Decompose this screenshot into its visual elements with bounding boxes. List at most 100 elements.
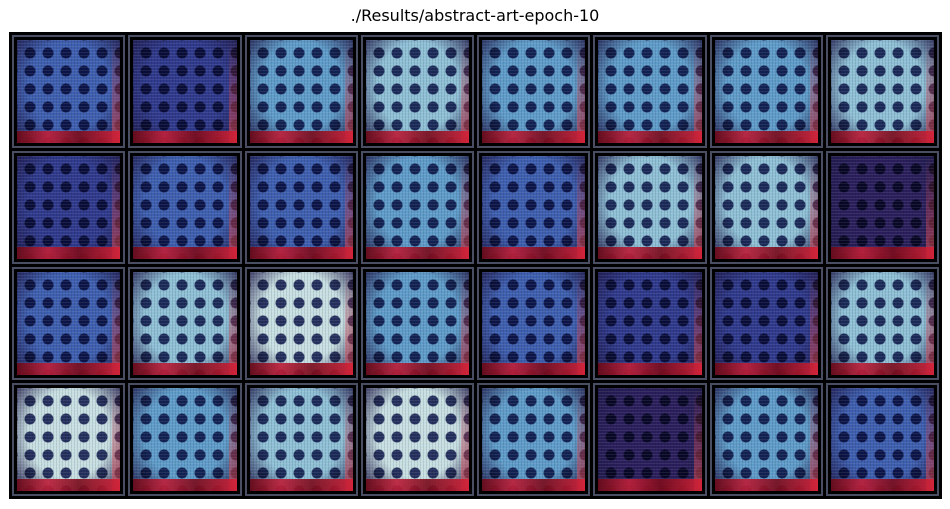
tile-edge-artifact: [809, 272, 818, 375]
tile-edge-artifact: [577, 388, 586, 491]
tile-edge-artifact: [344, 272, 353, 375]
tile-noise: [365, 272, 469, 375]
tile-noise: [598, 156, 702, 259]
tile-pattern: [830, 156, 934, 259]
tile-noise: [133, 388, 237, 491]
tile-pattern: [249, 272, 353, 375]
tile-noise: [482, 388, 586, 491]
tile-noise: [365, 388, 469, 491]
tile-noise: [133, 40, 237, 143]
tile-edge-artifact: [112, 388, 121, 491]
tile-pattern: [830, 272, 934, 375]
tile-pattern: [249, 40, 353, 143]
tile-noise: [714, 40, 818, 143]
tile-edge-artifact: [926, 156, 934, 259]
tile-pattern: [17, 156, 121, 259]
tile-noise: [598, 388, 702, 491]
tile-pattern: [365, 272, 469, 375]
tile-edge-artifact: [228, 388, 237, 491]
generated-image-tile: [593, 383, 707, 496]
tile-pattern: [17, 272, 121, 375]
tile-bottom-artifact: [365, 363, 469, 375]
tile-pattern: [598, 388, 702, 491]
tile-pattern: [249, 156, 353, 259]
generated-image-tile: [477, 35, 591, 148]
tile-edge-artifact: [809, 156, 818, 259]
tile-bottom-artifact: [598, 131, 702, 143]
generated-image-tile: [709, 151, 823, 264]
tile-bottom-artifact: [17, 479, 121, 491]
tile-bottom-artifact: [133, 247, 237, 259]
tile-pattern: [17, 388, 121, 491]
generated-image-tile: [244, 267, 358, 380]
generated-image-tile: [128, 151, 242, 264]
generated-image-tile: [709, 267, 823, 380]
generated-image-tile: [12, 35, 126, 148]
generated-image-tile: [128, 267, 242, 380]
tile-edge-artifact: [809, 40, 818, 143]
tile-noise: [17, 388, 121, 491]
tile-bottom-artifact: [17, 247, 121, 259]
tile-edge-artifact: [112, 40, 121, 143]
tile-bottom-artifact: [598, 363, 702, 375]
tile-pattern: [714, 40, 818, 143]
tile-edge-artifact: [693, 388, 702, 491]
tile-edge-artifact: [577, 272, 586, 375]
tile-bottom-artifact: [249, 363, 353, 375]
tile-noise: [249, 40, 353, 143]
tile-bottom-artifact: [714, 363, 818, 375]
tile-noise: [17, 272, 121, 375]
tile-bottom-artifact: [830, 131, 934, 143]
tile-noise: [133, 156, 237, 259]
generated-image-tile: [825, 383, 939, 496]
tile-pattern: [598, 272, 702, 375]
tile-pattern: [598, 40, 702, 143]
tile-noise: [17, 40, 121, 143]
tile-bottom-artifact: [365, 247, 469, 259]
tile-noise: [133, 272, 237, 375]
tile-noise: [714, 388, 818, 491]
tile-bottom-artifact: [830, 479, 934, 491]
tile-edge-artifact: [809, 388, 818, 491]
generated-image-tile: [593, 151, 707, 264]
tile-pattern: [482, 272, 586, 375]
tile-edge-artifact: [577, 156, 586, 259]
tile-noise: [714, 156, 818, 259]
tile-edge-artifact: [228, 272, 237, 375]
tile-edge-artifact: [693, 40, 702, 143]
tile-bottom-artifact: [714, 479, 818, 491]
tile-pattern: [17, 40, 121, 143]
tile-bottom-artifact: [365, 479, 469, 491]
tile-edge-artifact: [112, 156, 121, 259]
tile-pattern: [830, 40, 934, 143]
generated-image-tile: [477, 267, 591, 380]
tile-edge-artifact: [926, 388, 934, 491]
generated-image-tile: [244, 151, 358, 264]
generated-image-tile: [360, 267, 474, 380]
tile-pattern: [133, 388, 237, 491]
tile-bottom-artifact: [249, 131, 353, 143]
tile-noise: [598, 272, 702, 375]
tile-noise: [598, 40, 702, 143]
generated-image-tile: [244, 383, 358, 496]
tile-bottom-artifact: [17, 131, 121, 143]
generated-image-tile: [12, 151, 126, 264]
tile-noise: [830, 40, 934, 143]
generated-image-tile: [825, 267, 939, 380]
tile-edge-artifact: [228, 40, 237, 143]
tile-bottom-artifact: [482, 131, 586, 143]
tile-pattern: [365, 388, 469, 491]
tile-edge-artifact: [577, 40, 586, 143]
generated-image-tile: [128, 383, 242, 496]
tile-noise: [482, 156, 586, 259]
generated-image-tile: [128, 35, 242, 148]
tile-bottom-artifact: [17, 363, 121, 375]
tile-noise: [249, 388, 353, 491]
generated-image-tile: [825, 151, 939, 264]
image-grid: [9, 32, 942, 499]
generated-image-tile: [360, 35, 474, 148]
tile-edge-artifact: [926, 272, 934, 375]
tile-noise: [482, 40, 586, 143]
tile-edge-artifact: [344, 40, 353, 143]
tile-bottom-artifact: [482, 479, 586, 491]
